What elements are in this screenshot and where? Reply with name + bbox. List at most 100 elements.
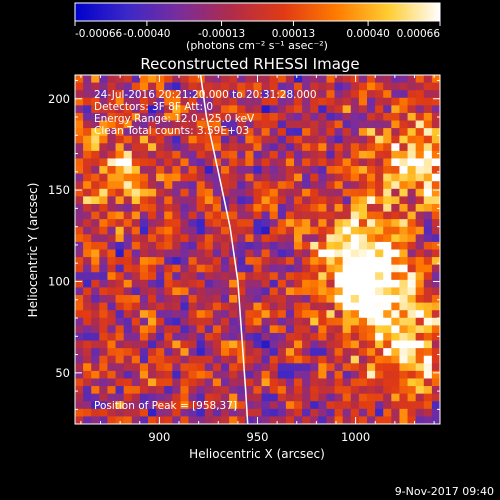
heatmap-cell bbox=[383, 401, 392, 410]
heatmap-cell bbox=[91, 393, 100, 402]
heatmap-cell bbox=[107, 340, 116, 349]
heatmap-cell bbox=[383, 272, 392, 281]
heatmap-cell bbox=[399, 173, 408, 182]
heatmap-cell bbox=[407, 105, 417, 114]
colorbar-tick-label: -0.00066 bbox=[75, 28, 123, 40]
heatmap-cell bbox=[156, 264, 165, 273]
heatmap-cell bbox=[334, 340, 344, 349]
heatmap-cell bbox=[99, 317, 108, 326]
heatmap-cell bbox=[277, 295, 287, 304]
heatmap-cell bbox=[245, 120, 254, 129]
heatmap-cell bbox=[269, 90, 279, 99]
heatmap-cell bbox=[415, 90, 425, 99]
heatmap-cell bbox=[83, 363, 92, 372]
heatmap-cell bbox=[261, 173, 271, 182]
heatmap-cell bbox=[139, 128, 149, 137]
heatmap-cell bbox=[107, 128, 116, 137]
heatmap-cell bbox=[277, 348, 287, 357]
heatmap-cell bbox=[123, 241, 133, 250]
heatmap-cell bbox=[188, 279, 198, 288]
heatmap-cell bbox=[326, 249, 335, 258]
heatmap-cell bbox=[156, 325, 165, 334]
heatmap-cell bbox=[415, 393, 425, 402]
heatmap-cell bbox=[326, 295, 335, 304]
heatmap-cell bbox=[180, 112, 189, 121]
heatmap-cell bbox=[415, 279, 425, 288]
heatmap-cell bbox=[148, 97, 157, 106]
heatmap-cell bbox=[237, 272, 246, 281]
heatmap-cell bbox=[83, 408, 92, 417]
heatmap-cell bbox=[358, 393, 368, 402]
heatmap-cell bbox=[148, 211, 157, 220]
heatmap-cell bbox=[188, 241, 198, 250]
heatmap-cell bbox=[367, 393, 376, 402]
heatmap-cell bbox=[399, 135, 408, 144]
heatmap-cell bbox=[318, 378, 327, 387]
heatmap-cell bbox=[407, 295, 417, 304]
heatmap-cell bbox=[139, 325, 149, 334]
heatmap-cell bbox=[188, 135, 198, 144]
heatmap-cell bbox=[399, 241, 408, 250]
heatmap-cell bbox=[285, 249, 295, 258]
heatmap-cell bbox=[342, 234, 352, 243]
heatmap-cell bbox=[342, 105, 352, 114]
heatmap-cell bbox=[139, 279, 149, 288]
heatmap-cell bbox=[212, 257, 222, 266]
colorbar-ticks: -0.00066 -0.00040 -0.00013 0.00013 0.00040 0.… bbox=[74, 21, 441, 40]
heatmap-cell bbox=[221, 219, 230, 228]
heatmap-cell bbox=[261, 287, 271, 296]
heatmap-cell bbox=[139, 97, 149, 106]
heatmap-cell bbox=[115, 219, 125, 228]
heatmap-cell bbox=[391, 112, 400, 121]
heatmap-cell bbox=[383, 82, 392, 91]
heatmap-cell bbox=[180, 75, 189, 83]
heatmap-cell bbox=[188, 203, 198, 212]
heatmap-cell bbox=[294, 332, 303, 341]
heatmap-cell bbox=[383, 173, 392, 182]
heatmap-cell bbox=[367, 135, 376, 144]
heatmap-cell bbox=[423, 325, 433, 334]
heatmap-cell bbox=[423, 386, 433, 395]
heatmap-cell bbox=[139, 287, 149, 296]
heatmap-cell bbox=[334, 386, 344, 395]
heatmap-cell bbox=[294, 82, 303, 91]
heatmap-cell bbox=[139, 241, 149, 250]
heatmap-cell bbox=[399, 196, 408, 205]
heatmap-cell bbox=[269, 386, 279, 395]
heatmap-cell bbox=[261, 211, 271, 220]
heatmap-cell bbox=[391, 416, 400, 425]
heatmap-cell bbox=[367, 234, 376, 243]
heatmap-cell bbox=[407, 143, 417, 152]
heatmap-cell bbox=[285, 325, 295, 334]
heatmap-cell bbox=[75, 325, 84, 334]
heatmap-cell bbox=[91, 128, 100, 137]
heatmap-cell bbox=[375, 401, 384, 410]
heatmap-cell bbox=[334, 173, 344, 182]
heatmap-cell bbox=[326, 112, 335, 121]
heatmap-cell bbox=[115, 226, 125, 235]
heatmap-cell bbox=[277, 181, 287, 190]
heatmap-cell bbox=[180, 332, 189, 341]
heatmap-cell bbox=[334, 143, 344, 152]
heatmap-cell bbox=[269, 196, 279, 205]
heatmap-cell bbox=[91, 112, 100, 121]
heatmap-cell bbox=[326, 143, 335, 152]
x-tick-label: 950 bbox=[247, 430, 269, 444]
heatmap-cell bbox=[285, 386, 295, 395]
heatmap-cell bbox=[204, 287, 214, 296]
heatmap-cell bbox=[383, 393, 392, 402]
heatmap-cell bbox=[310, 128, 319, 137]
heatmap-cell bbox=[91, 120, 100, 129]
heatmap-cell bbox=[342, 393, 352, 402]
heatmap-cell bbox=[123, 105, 133, 114]
heatmap-cell bbox=[350, 181, 360, 190]
annotation-peak-position: Position of Peak = [958,37] bbox=[94, 400, 237, 412]
heatmap-cell bbox=[188, 386, 198, 395]
heatmap-cell bbox=[172, 264, 181, 273]
heatmap-cell bbox=[261, 158, 271, 167]
heatmap-cell bbox=[164, 386, 173, 395]
heatmap-cell bbox=[131, 317, 141, 326]
heatmap-cell bbox=[375, 219, 384, 228]
heatmap-cell bbox=[148, 355, 157, 364]
heatmap-cell bbox=[229, 370, 238, 379]
